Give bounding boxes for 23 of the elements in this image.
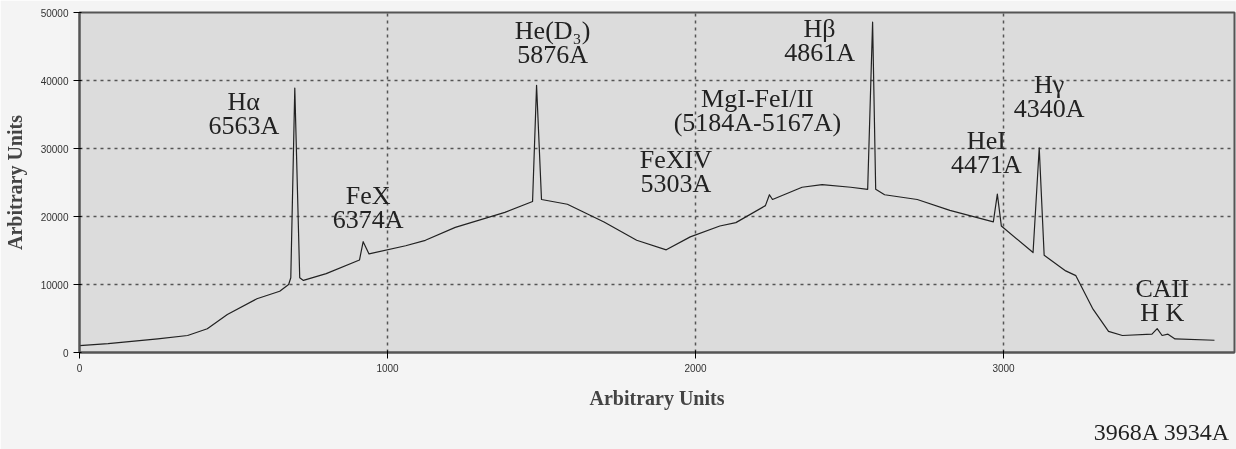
annotation: Hα 6563A bbox=[208, 86, 280, 140]
y-tick-label: 10000 bbox=[40, 279, 69, 291]
y-tick-label: 40000 bbox=[40, 75, 69, 87]
annotation: Hβ 4861A bbox=[784, 14, 856, 68]
text: 3968A 3934A bbox=[1093, 418, 1230, 445]
x-tick-label: 1000 bbox=[376, 362, 400, 374]
x-tick-label: 0 bbox=[76, 362, 83, 374]
line-series bbox=[79, 21, 1216, 347]
annotation: CAII H K bbox=[1135, 273, 1189, 327]
annotation: HeI 4471A bbox=[950, 126, 1022, 180]
y-tick-label: 30000 bbox=[40, 143, 69, 155]
x-axis-title: Arbitrary Units bbox=[589, 386, 725, 410]
x-tick-label: 3000 bbox=[992, 362, 1016, 374]
y-tick-label: 20000 bbox=[40, 211, 69, 223]
x-tick-label: 2000 bbox=[684, 362, 708, 374]
annotation: Hγ 4340A bbox=[1013, 69, 1085, 123]
annotation: FeXIV 5303A bbox=[639, 144, 713, 198]
annotation: He(D₃) 5876A bbox=[514, 16, 591, 70]
y-axis-title: Arbitrary Units bbox=[3, 114, 27, 250]
y-tick-label: 0 bbox=[62, 347, 69, 359]
annotation: MgI-FeI/II (5184A-5167A) bbox=[673, 83, 842, 137]
y-tick-label: 50000 bbox=[40, 7, 69, 19]
annotation: FeX 6374A bbox=[332, 180, 404, 234]
